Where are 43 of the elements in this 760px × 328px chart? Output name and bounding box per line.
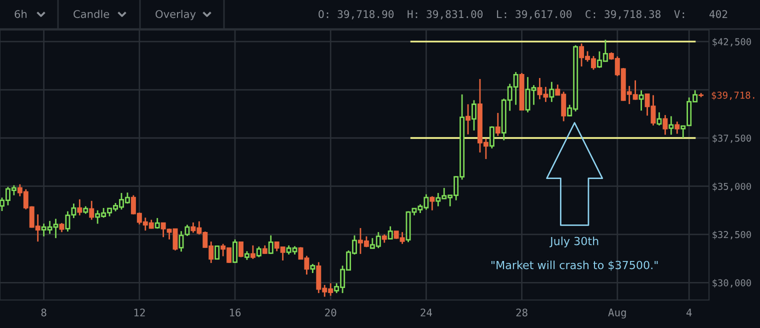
text: $39,718.	[712, 91, 754, 100]
candlestick	[250, 244, 256, 260]
annotation: "Market will crash to $37500."	[491, 260, 658, 271]
candlestick	[268, 234, 274, 255]
candlestick	[59, 222, 64, 233]
candlestick	[495, 112, 500, 137]
candlestick	[232, 238, 238, 264]
candlestick	[656, 112, 662, 126]
x-tick-label: Aug	[608, 308, 626, 318]
x-tick-label: 8	[41, 308, 46, 316]
x-tick-label: 24	[420, 308, 432, 316]
candlestick	[430, 196, 435, 212]
y-tick-label: $30,000	[712, 279, 751, 288]
text: 402	[709, 10, 728, 18]
x-tick-label: 12	[134, 308, 145, 316]
candlestick	[489, 126, 494, 150]
text: Candle	[74, 10, 110, 18]
candlestick	[238, 241, 244, 258]
candlestick	[310, 263, 316, 274]
candlestick	[638, 90, 644, 112]
x-tick-label: 4	[686, 308, 692, 316]
candlestick	[256, 246, 262, 258]
x-tick-label: 16	[230, 308, 241, 316]
candlestick	[466, 104, 471, 136]
candlestick	[668, 116, 674, 136]
x-tick-label: 20	[325, 308, 336, 316]
text: 6h	[14, 10, 27, 18]
candlestick	[549, 81, 554, 103]
x-tick-label: 28	[516, 308, 528, 316]
annotation: July 30th	[549, 236, 598, 248]
y-tick-label: $37,500	[712, 134, 751, 143]
text: O: 39,718.90 H: 39,831.00 L: 39,617.00 C: 39,718.38 V:	[318, 10, 684, 20]
candlestick	[674, 120, 680, 134]
candlestick	[662, 114, 668, 136]
y-tick-label: $32,500	[712, 230, 751, 240]
text: Overlay	[156, 10, 196, 20]
candlestick	[214, 246, 220, 260]
candlestick	[388, 226, 393, 240]
y-tick-label: $35,000	[712, 182, 751, 192]
candlestick	[472, 100, 476, 132]
y-tick-label: $42,500	[712, 38, 751, 47]
candlestick	[89, 200, 94, 220]
candlestick	[77, 198, 82, 216]
